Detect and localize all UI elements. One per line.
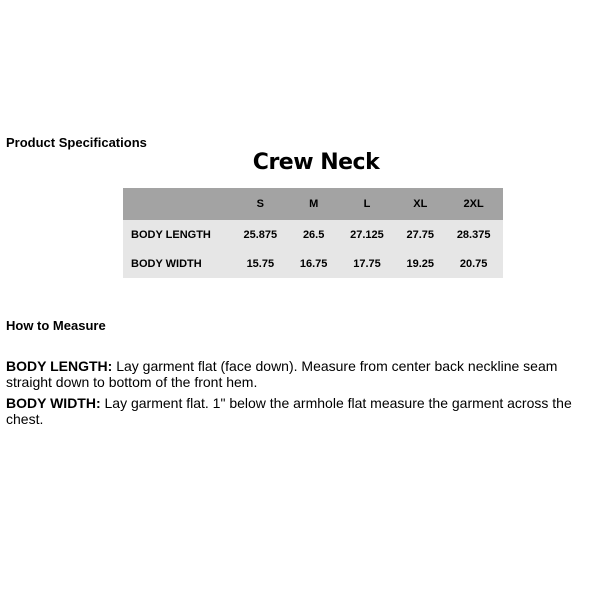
cell: 27.125: [337, 220, 397, 249]
cell: 17.75: [337, 249, 397, 278]
instruction: BODY WIDTH: Lay garment flat. 1" below t…: [6, 395, 600, 427]
instruction-text: Lay garment flat (face down). Measure fr…: [6, 358, 558, 390]
instruction-term: BODY LENGTH:: [6, 358, 113, 374]
cell: 16.75: [289, 249, 338, 278]
row-label: BODY WIDTH: [123, 249, 231, 278]
cell: 25.875: [231, 220, 290, 249]
instruction-text: Lay garment flat. 1" below the armhole f…: [6, 395, 572, 427]
column-header: M: [289, 188, 338, 220]
cell: 15.75: [231, 249, 290, 278]
cell: 27.75: [396, 220, 445, 249]
cell: 26.5: [289, 220, 338, 249]
column-header: L: [337, 188, 397, 220]
table-row: BODY WIDTH 15.75 16.75 17.75 19.25 20.75: [123, 249, 503, 278]
how-to-heading: How to Measure: [6, 318, 106, 333]
instruction: BODY LENGTH: Lay garment flat (face down…: [6, 358, 600, 390]
cell: 20.75: [444, 249, 503, 278]
instruction-term: BODY WIDTH:: [6, 395, 101, 411]
column-header: 2XL: [444, 188, 503, 220]
row-label: BODY LENGTH: [123, 220, 231, 249]
cell: 28.375: [444, 220, 503, 249]
table-header-row: S M L XL 2XL: [123, 188, 503, 220]
table-row: BODY LENGTH 25.875 26.5 27.125 27.75 28.…: [123, 220, 503, 249]
product-title: Crew Neck: [252, 150, 380, 175]
column-header: [123, 188, 231, 220]
size-table: S M L XL 2XL BODY LENGTH 25.875 26.5 27.…: [123, 188, 503, 278]
measure-instructions: BODY LENGTH: Lay garment flat (face down…: [6, 358, 600, 432]
section-heading: Product Specifications: [6, 135, 147, 150]
column-header: XL: [396, 188, 445, 220]
cell: 19.25: [396, 249, 445, 278]
column-header: S: [231, 188, 290, 220]
